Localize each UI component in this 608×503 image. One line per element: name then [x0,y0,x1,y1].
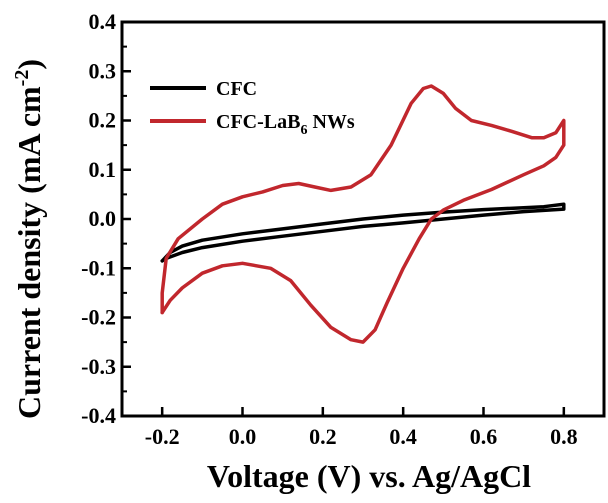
series-line-1 [160,202,566,263]
x-tick-label: 0.2 [309,424,337,449]
y-tick-label: 0.3 [89,58,117,83]
y-axis-label: Current density (mA cm-2) [11,59,47,419]
x-tick-label: -0.2 [145,424,180,449]
y-tick-label: 0.4 [89,9,117,34]
y-tick-label: -0.4 [81,403,116,428]
x-axis-label: Voltage (V) vs. Ag/AgCl [207,458,531,494]
y-tick-label: 0.2 [89,108,117,133]
legend: CFC CFC-LaB6 NWs [150,78,355,138]
y-tick-label: 0.0 [89,206,117,231]
legend-label-2: CFC-LaB6 NWs [216,111,355,138]
y-tick-label: 0.1 [89,157,117,182]
legend-label-1: CFC [216,78,257,100]
plot-marks [160,84,566,344]
x-tick-label: 0.0 [229,424,257,449]
y-tick-label: -0.3 [81,354,116,379]
x-tick-label: 0.4 [389,424,417,449]
series-line-2 [160,84,566,344]
x-tick-label: 0.8 [550,424,578,449]
axis-ticks: -0.2 0.0 0.2 0.4 0.6 0.8 -0.4 -0.3 -0.2 -0.1 0.0 0.… [81,9,577,449]
y-tick-label: -0.2 [81,305,116,330]
x-tick-label: 0.6 [470,424,498,449]
y-tick-label: -0.1 [81,255,116,280]
